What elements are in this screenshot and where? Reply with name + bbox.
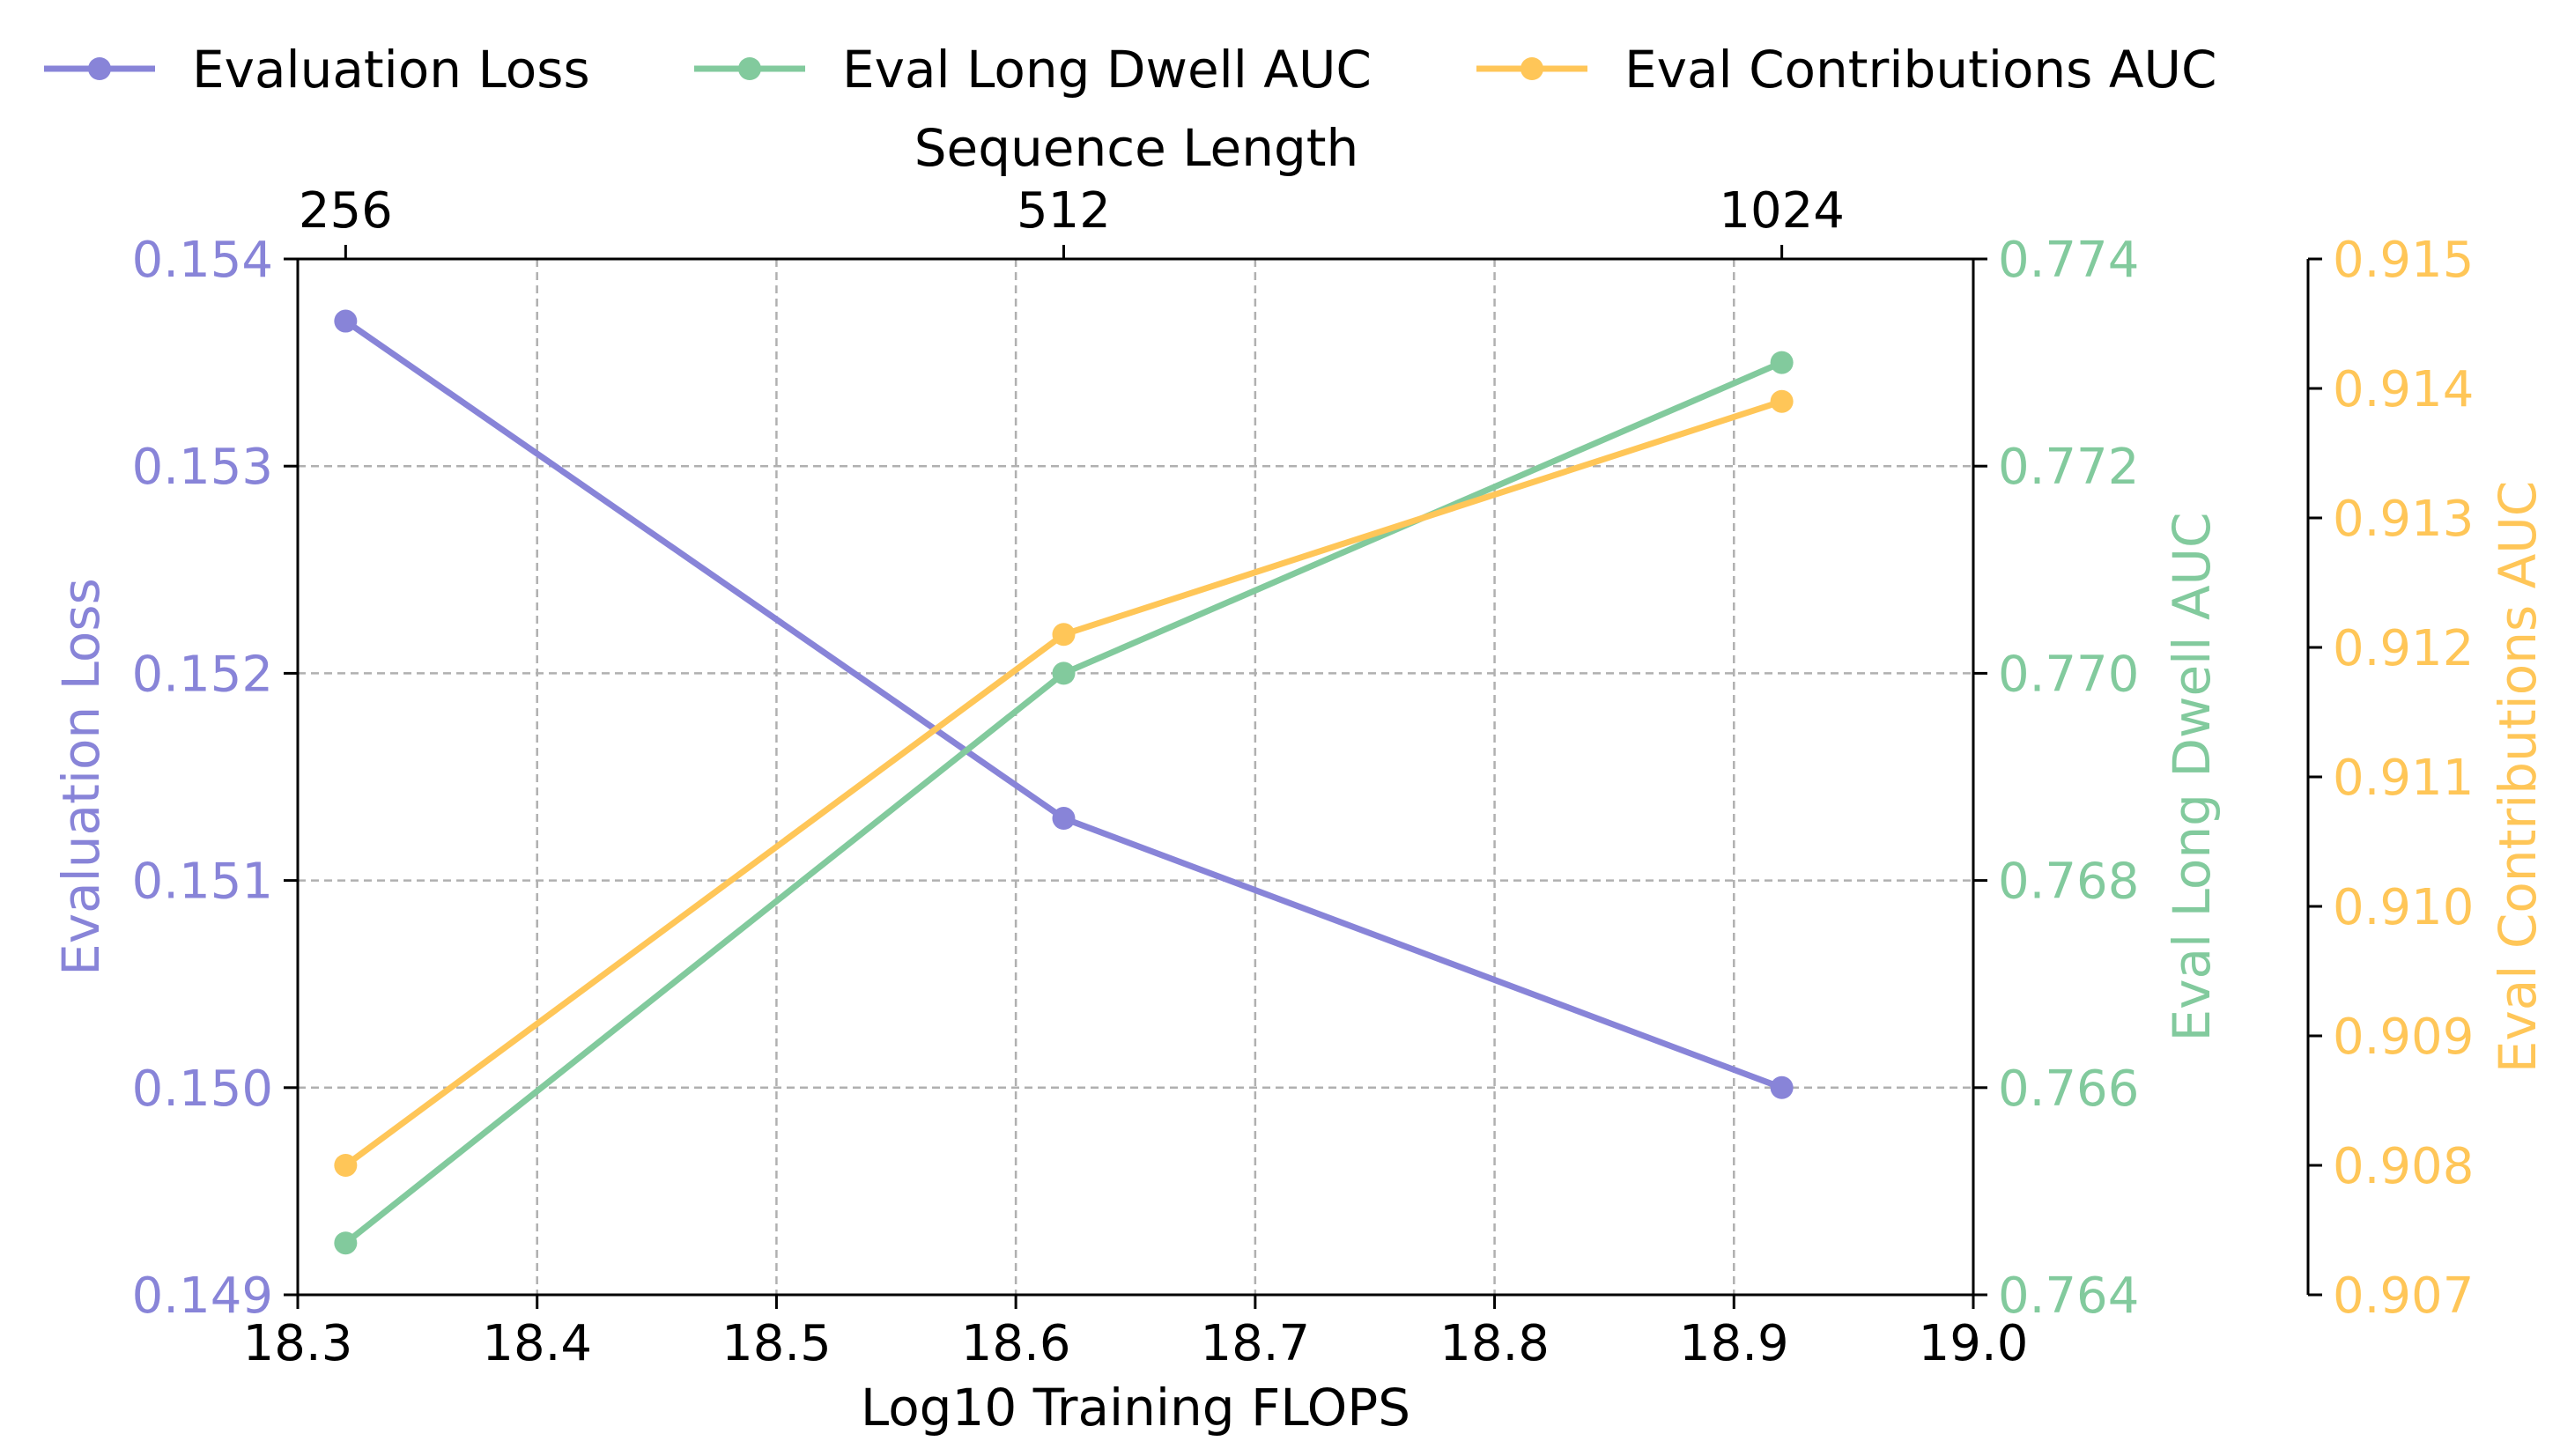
x-tick-label: 18.3 <box>243 1315 353 1372</box>
x-axis-title: Log10 Training FLOPS <box>861 1378 1410 1438</box>
top-tick-label: 256 <box>299 182 393 240</box>
top-axis-title: Sequence Length <box>914 118 1359 178</box>
y-tick-label: 0.153 <box>132 439 273 496</box>
x-tick-label: 18.7 <box>1201 1315 1311 1372</box>
y-tick-label: 0.774 <box>1998 232 2139 289</box>
y-axis-title: Eval Contributions AUC <box>2488 481 2548 1073</box>
plot-frame <box>296 257 1975 1297</box>
top-tick-label: 1024 <box>1719 182 1845 240</box>
y-tick-label: 0.151 <box>132 854 273 911</box>
grid <box>298 259 1973 1295</box>
x-tick-label: 18.4 <box>482 1315 592 1372</box>
y-axis-title: Eval Long Dwell AUC <box>2162 513 2222 1042</box>
data-point-eval-contributions-auc <box>1052 623 1076 647</box>
y-tick-label: 0.770 <box>1998 646 2139 703</box>
y-tick-label: 0.912 <box>2333 620 2474 677</box>
y-tick-label: 0.909 <box>2333 1009 2474 1066</box>
y-axis-title: Evaluation Loss <box>51 578 111 976</box>
data-point-eval-contributions-auc <box>1770 389 1794 413</box>
y-tick-label: 0.913 <box>2333 491 2474 548</box>
series-line-evaluation-loss <box>344 318 1783 1091</box>
top-tick-label: 512 <box>1017 182 1111 240</box>
y-tick-label: 0.914 <box>2333 361 2474 418</box>
y-tick-label: 0.772 <box>1998 439 2139 496</box>
y-tick-label: 0.911 <box>2333 750 2474 807</box>
y-tick-label: 0.915 <box>2333 232 2474 289</box>
legend-item-evaluation-loss[interactable]: Evaluation Loss <box>44 40 590 100</box>
y-tick-label: 0.149 <box>132 1268 273 1325</box>
y-tick-label: 0.908 <box>2333 1138 2474 1195</box>
y-tick-label: 0.768 <box>1998 854 2139 911</box>
x-tick-label: 18.5 <box>721 1315 832 1372</box>
y-tick-label: 0.907 <box>2333 1268 2474 1325</box>
series-layer <box>334 309 1794 1255</box>
legend: Evaluation Loss Eval Long Dwell AUC Eval… <box>44 40 2216 100</box>
x-tick-label: 18.6 <box>961 1315 1071 1372</box>
data-point-eval-contributions-auc <box>334 1154 358 1177</box>
y-tick-label: 0.154 <box>132 232 273 289</box>
data-point-evaluation-loss <box>1052 807 1076 831</box>
data-point-eval-long-dwell-auc <box>1052 661 1076 685</box>
axes: 18.3 18.4 18.5 18.6 18.7 18.8 18.9 19.0 Log10 Tr… <box>51 118 2548 1438</box>
x-tick-label: 18.9 <box>1679 1315 1789 1372</box>
data-point-evaluation-loss <box>1770 1075 1794 1099</box>
x-tick-label: 19.0 <box>1919 1315 2029 1372</box>
legend-item-eval-contributions-auc[interactable]: Eval Contributions AUC <box>1476 40 2216 100</box>
legend-item-eval-long-dwell-auc[interactable]: Eval Long Dwell AUC <box>694 40 1372 100</box>
legend-label-eval-contributions-auc: Eval Contributions AUC <box>1624 40 2216 100</box>
x-tick-label: 18.8 <box>1439 1315 1550 1372</box>
y-tick-label: 0.910 <box>2333 879 2474 936</box>
series-line-eval-long-dwell-auc <box>344 359 1784 1245</box>
data-point-eval-long-dwell-auc <box>1770 351 1794 374</box>
series-line-eval-contributions-auc <box>344 398 1783 1168</box>
legend-label-evaluation-loss: Evaluation Loss <box>192 40 590 100</box>
y-tick-label: 0.152 <box>132 646 273 703</box>
data-point-eval-long-dwell-auc <box>334 1231 358 1255</box>
data-point-evaluation-loss <box>334 309 358 333</box>
y-tick-label: 0.150 <box>132 1061 273 1118</box>
y-tick-label: 0.766 <box>1998 1061 2139 1118</box>
y-tick-label: 0.764 <box>1998 1268 2139 1325</box>
legend-label-eval-long-dwell-auc: Eval Long Dwell AUC <box>842 40 1372 100</box>
